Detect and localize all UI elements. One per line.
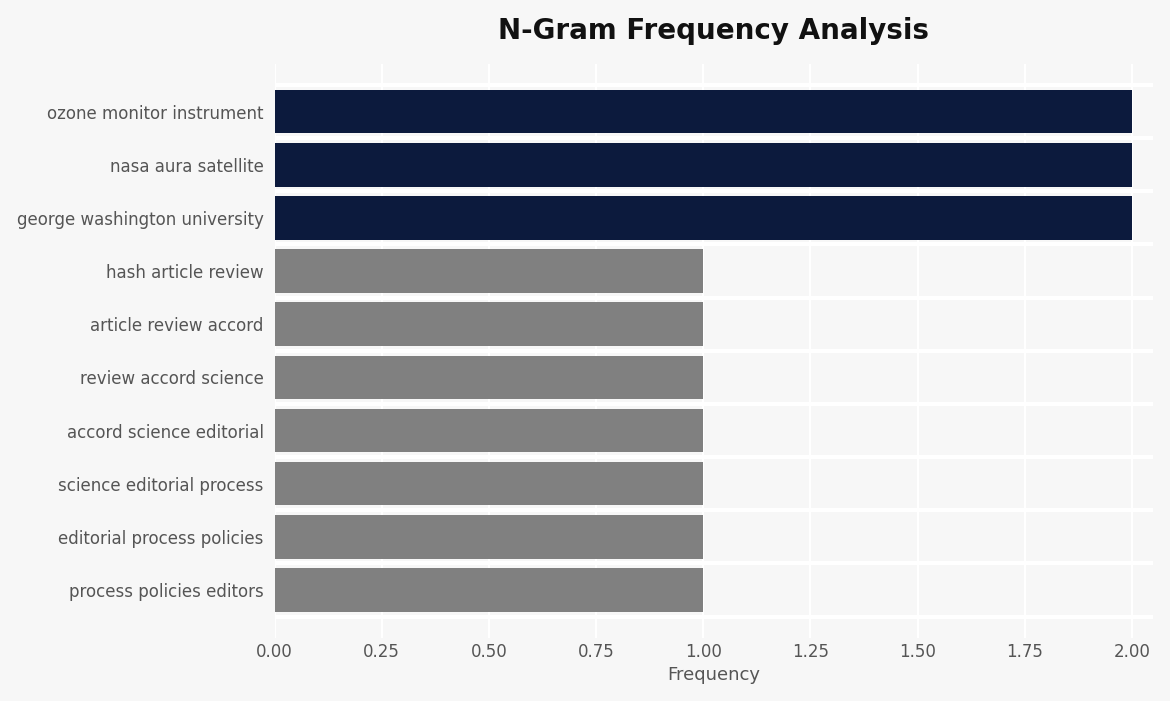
Bar [275, 302, 703, 346]
Bar [275, 250, 703, 293]
Bar [275, 569, 703, 612]
Bar [275, 196, 1131, 240]
Bar [275, 143, 1131, 186]
Bar [275, 462, 703, 505]
Bar [275, 409, 703, 452]
Bar [275, 355, 703, 399]
Title: N-Gram Frequency Analysis: N-Gram Frequency Analysis [498, 17, 929, 45]
Bar [275, 90, 1131, 133]
X-axis label: Frequency: Frequency [668, 667, 760, 684]
Bar [275, 515, 703, 559]
